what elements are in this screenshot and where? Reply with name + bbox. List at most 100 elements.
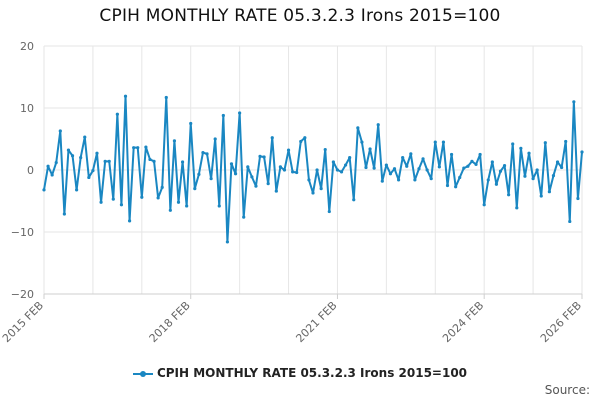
y-tick-label: 20 [20,40,34,53]
data-point [242,215,246,219]
data-point [327,209,331,214]
data-point [331,160,335,164]
data-point [466,164,470,168]
legend-label: CPIH MONTHLY RATE 05.3.2.3 Irons 2015=10… [156,366,468,380]
data-point [119,203,124,207]
data-point [58,129,62,133]
data-point [482,203,486,207]
y-tick-label: −20 [11,288,34,301]
data-point [339,170,344,174]
data-point [507,193,511,197]
data-point [490,160,494,164]
data-point [205,152,209,156]
data-point [560,165,564,170]
data-point [144,145,148,149]
data-point [360,140,364,144]
data-point [352,198,356,202]
data-point [75,188,79,192]
y-tick-label: 10 [20,102,34,115]
data-point [282,168,287,172]
data-point [193,187,197,191]
data-point [246,165,250,169]
data-point [515,206,519,210]
legend-swatch-icon [132,369,153,379]
data-point [392,167,397,171]
data-point [323,147,327,152]
data-point [344,163,348,167]
data-point [356,126,360,130]
series-line [43,95,583,243]
data-point [189,121,193,126]
data-point [62,212,66,216]
data-point [543,141,547,145]
data-point [555,160,560,164]
data-point [535,168,539,172]
series [42,94,584,244]
data-point [523,174,527,178]
data-point [494,182,499,186]
data-point [376,123,380,127]
data-point [164,95,168,100]
data-point [388,172,393,176]
data-point [286,148,291,152]
data-point [368,147,372,151]
data-point [66,148,71,152]
data-point [201,151,205,155]
data-point [213,137,217,141]
data-point [132,146,136,150]
data-point [99,200,103,204]
data-point [396,178,401,182]
data-point [180,160,185,164]
data-point [437,165,441,169]
data-point [307,178,311,182]
data-point [176,200,181,204]
data-point [225,240,230,244]
data-point [87,175,91,180]
data-point [568,219,572,224]
data-point [319,187,323,191]
data-point [380,179,384,183]
data-point [233,172,238,176]
data-point [115,112,119,116]
data-point [123,94,128,98]
data-point [299,139,303,144]
data-point [445,183,450,188]
data-point [140,195,144,199]
x-tick-label: 2015 FEB [0,299,46,345]
x-tick-label: 2021 FEB [293,299,339,345]
data-point [384,163,388,167]
data-point [209,177,213,181]
data-point [221,113,225,118]
data-point [262,155,266,159]
source-label: Source: [544,383,590,397]
data-point [413,178,417,182]
data-point [42,188,46,192]
data-point [531,177,535,181]
data-point [433,140,437,144]
data-point [348,156,352,160]
data-point [238,111,242,115]
data-point [405,164,409,168]
data-point [303,136,307,140]
data-point [50,173,54,177]
data-point [270,136,274,140]
data-point [95,151,99,155]
data-point [478,152,482,157]
data-point [519,146,523,150]
data-point [441,140,446,144]
data-point [127,219,132,223]
y-tick-labels: 20 10 0 −10 −20 [11,40,34,301]
data-point [401,156,405,160]
data-point [539,194,543,198]
legend[interactable]: CPIH MONTHLY RATE 05.3.2.3 Irons 2015=10… [0,366,600,380]
data-point [91,169,95,173]
grid-lines [43,45,583,295]
x-tick-label: 2018 FEB [147,299,193,345]
x-tick-labels: 2015 FEB 2018 FEB 2021 FEB 2024 FEB 2026 FEB [0,299,584,345]
data-point [168,208,172,212]
data-point [576,196,580,201]
data-point [258,154,262,158]
data-point [454,185,458,189]
data-point [70,154,75,158]
